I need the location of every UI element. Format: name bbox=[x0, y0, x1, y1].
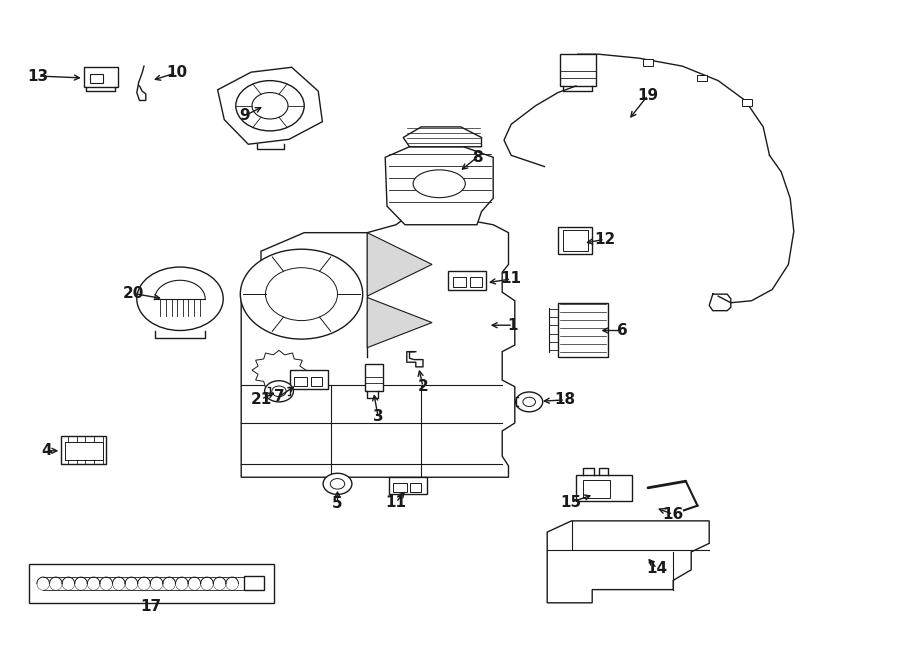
Text: 11: 11 bbox=[385, 495, 407, 510]
Polygon shape bbox=[218, 67, 322, 144]
Bar bbox=[29, 564, 274, 603]
Bar bbox=[562, 230, 588, 251]
Bar bbox=[65, 442, 103, 460]
Circle shape bbox=[137, 267, 223, 330]
Polygon shape bbox=[385, 147, 493, 225]
Bar bbox=[310, 377, 322, 386]
Bar bbox=[448, 271, 486, 290]
Circle shape bbox=[236, 81, 304, 131]
Text: 4: 4 bbox=[41, 444, 52, 458]
Bar bbox=[558, 227, 592, 254]
Circle shape bbox=[323, 473, 352, 494]
Bar bbox=[61, 436, 106, 464]
Bar bbox=[244, 576, 264, 590]
Bar bbox=[84, 67, 118, 87]
Text: 21: 21 bbox=[250, 392, 272, 407]
Text: 3: 3 bbox=[373, 409, 383, 424]
Text: 17: 17 bbox=[140, 600, 162, 614]
Text: 15: 15 bbox=[560, 495, 581, 510]
Text: 2: 2 bbox=[418, 379, 428, 394]
Bar bbox=[697, 75, 707, 81]
Text: 5: 5 bbox=[332, 496, 343, 511]
Bar bbox=[558, 303, 608, 357]
Bar bbox=[470, 277, 482, 287]
Polygon shape bbox=[403, 127, 482, 147]
Bar bbox=[643, 59, 653, 66]
Circle shape bbox=[252, 93, 288, 119]
Text: 13: 13 bbox=[27, 69, 49, 83]
Polygon shape bbox=[547, 521, 709, 603]
Text: 12: 12 bbox=[594, 232, 616, 247]
Text: 1: 1 bbox=[508, 318, 518, 332]
Text: 6: 6 bbox=[617, 323, 628, 338]
Text: 18: 18 bbox=[554, 393, 576, 407]
Text: 14: 14 bbox=[646, 561, 668, 576]
Bar bbox=[576, 475, 632, 501]
Bar bbox=[410, 483, 421, 492]
Bar bbox=[742, 99, 752, 106]
Circle shape bbox=[265, 381, 293, 402]
Bar bbox=[583, 480, 610, 498]
Bar bbox=[90, 74, 103, 83]
Polygon shape bbox=[367, 233, 432, 296]
Circle shape bbox=[272, 386, 286, 397]
Bar bbox=[560, 54, 596, 86]
Circle shape bbox=[266, 268, 338, 321]
Polygon shape bbox=[241, 217, 515, 477]
Bar bbox=[389, 477, 427, 494]
Text: 8: 8 bbox=[472, 150, 482, 165]
Polygon shape bbox=[367, 297, 432, 348]
Text: 7: 7 bbox=[274, 389, 284, 404]
Bar bbox=[364, 364, 382, 391]
Bar bbox=[453, 277, 466, 287]
Polygon shape bbox=[252, 350, 306, 390]
Text: 16: 16 bbox=[662, 507, 684, 522]
Bar bbox=[393, 483, 407, 492]
Text: 11: 11 bbox=[500, 272, 522, 286]
Circle shape bbox=[523, 397, 536, 407]
Circle shape bbox=[330, 479, 345, 489]
Ellipse shape bbox=[413, 170, 465, 198]
Bar bbox=[290, 370, 328, 389]
Text: 20: 20 bbox=[122, 286, 144, 301]
Text: 9: 9 bbox=[239, 108, 250, 123]
Circle shape bbox=[240, 249, 363, 339]
Text: 10: 10 bbox=[166, 65, 187, 80]
Circle shape bbox=[516, 392, 543, 412]
Text: 19: 19 bbox=[637, 88, 659, 102]
Bar bbox=[294, 377, 307, 386]
